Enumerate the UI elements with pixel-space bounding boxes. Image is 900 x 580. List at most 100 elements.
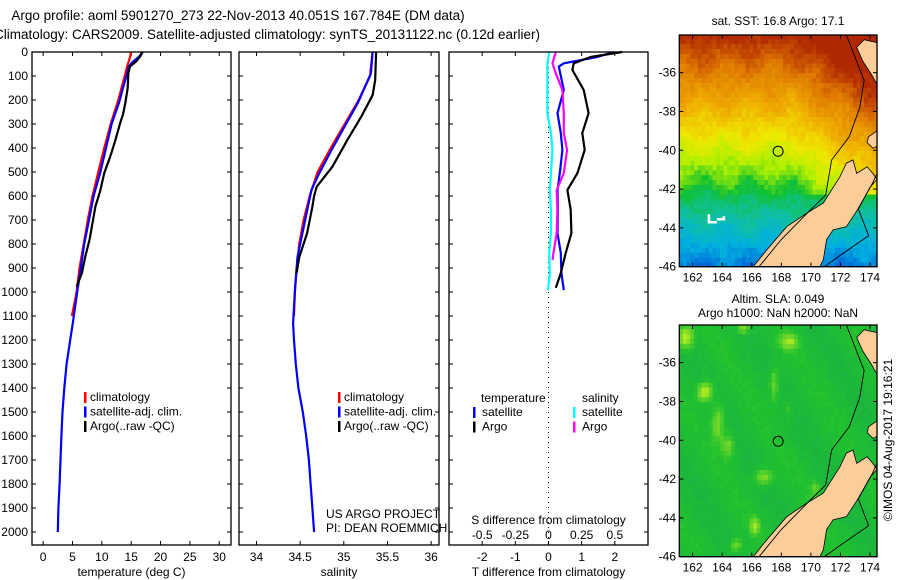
field-cell: [793, 348, 799, 354]
field-cell: [856, 218, 861, 224]
field-cell: [768, 479, 773, 485]
field-cell: [753, 464, 758, 470]
field-cell: [812, 82, 817, 88]
field-cell: [720, 38, 725, 45]
field-cell: [768, 527, 773, 534]
field-cell: [779, 493, 784, 500]
field-cell: [697, 522, 703, 529]
field-cell: [834, 382, 839, 388]
field-cell: [808, 483, 813, 490]
field-cell: [701, 454, 706, 461]
field-cell: [827, 145, 832, 151]
field-cell: [701, 459, 706, 466]
field-cell: [775, 440, 780, 446]
field-cell: [849, 116, 854, 122]
field-cell: [731, 338, 736, 344]
field-cell: [742, 130, 747, 137]
field-cell: [679, 391, 684, 398]
field-cell: [775, 493, 780, 500]
field-cell: [686, 203, 691, 210]
field-cell: [738, 357, 743, 364]
field-cell: [801, 77, 806, 83]
field-cell: [830, 121, 836, 127]
field-cell: [819, 382, 825, 388]
field-cell: [775, 479, 780, 485]
field-cell: [864, 35, 869, 40]
x-tick-label: 1: [578, 550, 585, 564]
field-cell: [694, 352, 699, 359]
field-cell: [753, 130, 758, 137]
field-cell: [708, 440, 714, 446]
field-cell: [812, 189, 817, 195]
field-cell: [749, 145, 754, 151]
field-cell: [782, 343, 788, 349]
field-cell: [849, 145, 854, 151]
field-cell: [790, 343, 795, 349]
field-cell: [860, 121, 865, 127]
field-cell: [738, 77, 743, 83]
field-cell: [734, 352, 740, 359]
field-cell: [760, 62, 765, 69]
field-cell: [768, 155, 773, 161]
field-cell: [823, 106, 828, 113]
field-cell: [701, 493, 706, 500]
field-cell: [738, 513, 743, 519]
field-cell: [764, 503, 769, 509]
field-cell: [753, 58, 758, 64]
field-cell: [723, 38, 728, 45]
field-cell: [760, 416, 765, 422]
field-cell: [720, 252, 725, 258]
field-cell: [797, 325, 802, 330]
field-cell: [694, 527, 699, 534]
field-cell: [812, 372, 817, 378]
y-tick-label: 700: [8, 213, 28, 227]
field-cell: [793, 391, 799, 398]
field-cell: [749, 367, 754, 373]
field-cell: [694, 96, 699, 103]
field-cell: [694, 372, 699, 378]
field-cell: [775, 488, 780, 495]
legend-label: Argo(..raw -QC): [90, 419, 175, 433]
field-cell: [742, 479, 747, 485]
field-cell: [727, 420, 732, 427]
field-cell: [786, 430, 791, 437]
field-cell: [801, 367, 806, 373]
field-cell: [793, 333, 799, 339]
field-cell: [720, 386, 725, 393]
field-cell: [812, 198, 817, 205]
field-cell: [734, 145, 740, 151]
field-cell: [764, 493, 769, 500]
field-cell: [768, 483, 773, 490]
field-cell: [805, 198, 810, 205]
field-cell: [760, 343, 765, 349]
field-cell: [801, 382, 806, 388]
field-cell: [786, 508, 791, 514]
field-cell: [701, 391, 706, 398]
field-cell: [790, 338, 795, 344]
field-cell: [782, 362, 788, 369]
field-cell: [683, 440, 688, 446]
field-cell: [764, 213, 769, 219]
field-cell: [760, 164, 765, 171]
field-cell: [753, 184, 758, 190]
field-cell: [830, 377, 836, 383]
field-cell: [720, 82, 725, 88]
field-cell: [742, 193, 747, 200]
field-cell: [727, 386, 732, 393]
field-cell: [830, 522, 836, 529]
field-cell: [860, 140, 865, 147]
field-cell: [819, 261, 825, 268]
field-cell: [771, 498, 776, 504]
field-cell: [838, 116, 843, 122]
field-cell: [683, 328, 688, 335]
field-cell: [708, 223, 714, 229]
field-cell: [830, 164, 836, 171]
field-cell: [764, 77, 769, 83]
field-cell: [705, 325, 710, 330]
field-cell: [690, 338, 695, 344]
field-cell: [779, 169, 784, 176]
field-cell: [768, 411, 773, 417]
field-cell: [690, 247, 695, 253]
y-tick-label: 900: [8, 261, 28, 275]
field-cell: [753, 547, 758, 553]
